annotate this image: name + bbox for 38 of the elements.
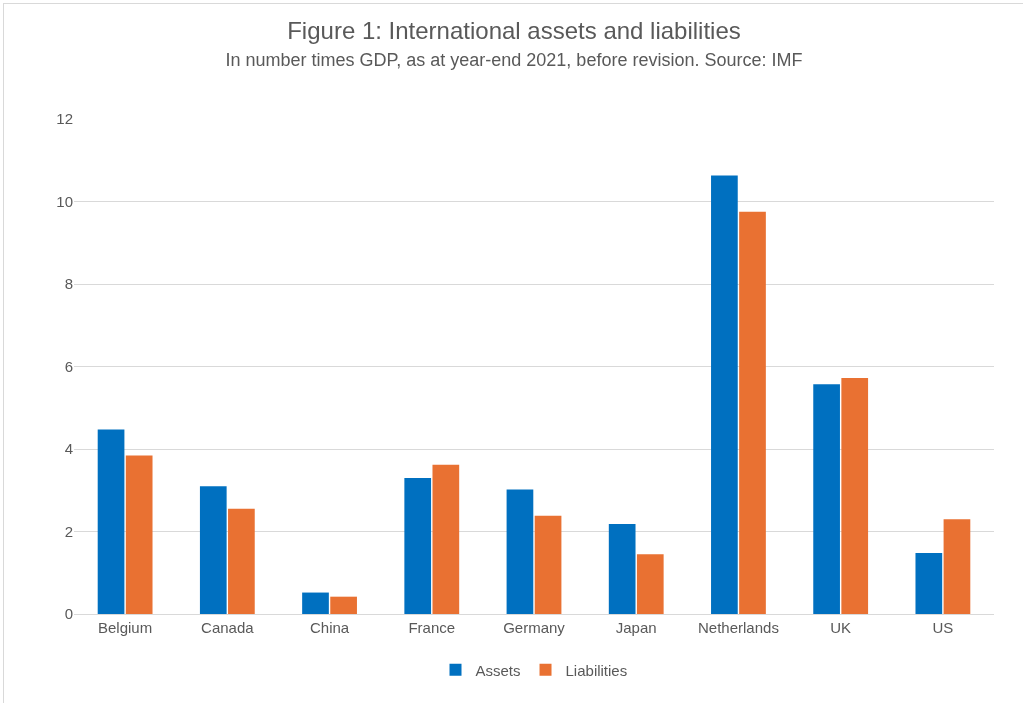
chart-subtitle: In number times GDP, as at year-end 2021, before revision. Source: IMF — [225, 50, 803, 71]
bar — [739, 211, 766, 614]
bar — [302, 592, 329, 614]
x-tick-label: UK — [830, 619, 852, 636]
x-tick-label: Belgium — [98, 619, 153, 636]
bar — [636, 554, 664, 614]
bar — [534, 515, 562, 614]
x-tick-label: Germany — [503, 619, 566, 636]
y-tick-label: 0 — [64, 605, 73, 623]
x-tick-label: France — [408, 619, 456, 636]
bar — [330, 596, 357, 614]
y-tick-label: 6 — [64, 357, 73, 375]
bar — [813, 384, 840, 614]
legend-label: Liabilities — [565, 661, 628, 679]
x-tick-label: China — [309, 619, 350, 636]
y-tick-label: 4 — [64, 440, 73, 458]
bar — [943, 519, 971, 614]
bar — [199, 486, 227, 614]
bar — [432, 464, 460, 614]
bar — [841, 378, 869, 614]
bar — [608, 524, 636, 614]
chart-title: Figure 1: International assets and liabilities — [287, 17, 741, 44]
y-tick-label: 2 — [64, 522, 73, 540]
y-tick-label: 8 — [64, 275, 73, 293]
bar — [97, 429, 125, 614]
x-tick-label: Japan — [615, 619, 657, 636]
x-tick-label: Canada — [201, 619, 255, 636]
legend-label: Assets — [475, 661, 521, 679]
bar — [711, 175, 738, 614]
bar — [228, 508, 255, 614]
x-tick-label: Netherlands — [697, 619, 779, 636]
y-tick-label: 10 — [56, 192, 73, 210]
bar — [915, 552, 943, 614]
bar — [125, 455, 153, 614]
y-tick-label: 12 — [56, 110, 73, 128]
x-tick-label: US — [932, 619, 954, 636]
bar — [506, 489, 534, 614]
bar — [404, 477, 432, 614]
